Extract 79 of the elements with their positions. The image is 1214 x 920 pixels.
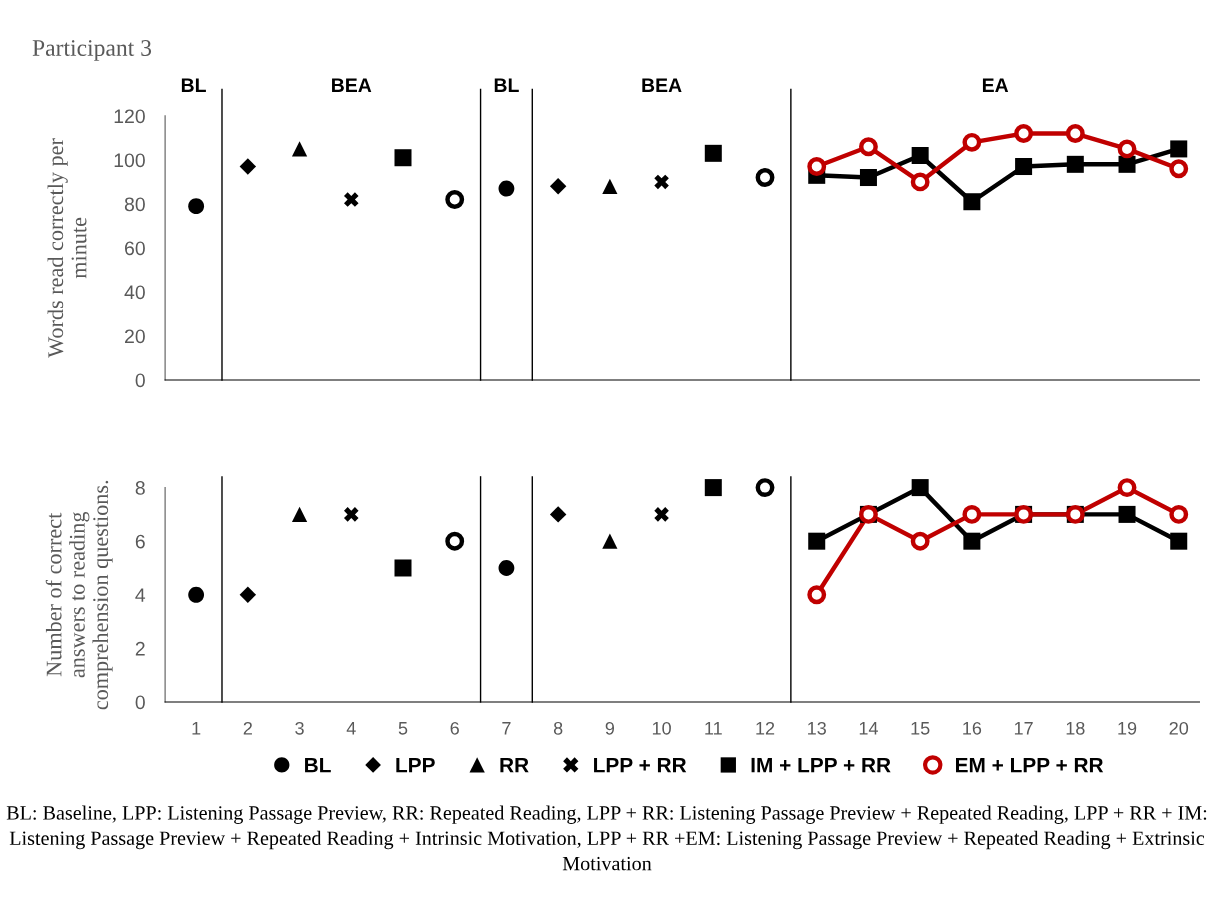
legend-label: LPP <box>396 757 435 773</box>
y-tick-label: 6 <box>135 534 145 549</box>
x-tick-label: 19 <box>1118 721 1137 735</box>
point <box>188 198 205 215</box>
text: BL <box>494 78 519 92</box>
x-tick-label: 12 <box>756 721 775 735</box>
x-tick-label: 11 <box>705 722 722 735</box>
text: BEA <box>642 78 682 92</box>
point <box>654 174 669 190</box>
point <box>859 169 877 187</box>
point <box>911 479 929 497</box>
point <box>1118 155 1136 173</box>
legend-label: LPP + RR <box>594 757 687 773</box>
y-tick-label: 80 <box>124 197 145 212</box>
legend-label: IM + LPP + RR <box>751 757 891 773</box>
text: EA <box>982 78 1009 92</box>
point <box>498 180 515 197</box>
point <box>344 192 359 207</box>
x-tick-label: 14 <box>859 722 878 735</box>
point <box>602 178 618 194</box>
point <box>1170 532 1188 550</box>
point <box>1066 155 1084 173</box>
point <box>704 479 722 497</box>
point <box>291 141 308 157</box>
y-tick-label: 120 <box>114 109 145 124</box>
x-tick-label: 6 <box>450 721 459 735</box>
point <box>963 532 981 550</box>
point <box>1118 505 1136 523</box>
point <box>549 178 567 195</box>
y-axis-title: Words read correctly per minute <box>47 138 87 358</box>
point <box>808 532 826 550</box>
point <box>498 560 515 576</box>
legend-label: BL <box>305 757 331 773</box>
y-tick-label: 20 <box>125 329 145 344</box>
point <box>1015 158 1033 176</box>
point <box>188 586 205 603</box>
point <box>394 149 412 167</box>
y-tick-label: 40 <box>124 285 145 300</box>
y-tick-label: 0 <box>135 373 145 388</box>
point <box>654 507 669 522</box>
x-tick-label: 13 <box>808 721 826 735</box>
text: BL: Baseline, LPP: Listening Passage Preview, RR: Repeated Reading, LPP + RR: Listening Passage Preview + Repeated Reading, LPP + RR + IM: Listening Passage Preview + Repeated Reading + Intrinsic Motivation, LPP + RR +EM: Listening Passage Preview + Repeated Reading + Extrinsic Motivation <box>6 805 1207 871</box>
y-tick-label: 60 <box>125 241 145 256</box>
x-tick-label: 15 <box>911 722 930 735</box>
point <box>239 158 257 175</box>
x-tick-label: 3 <box>295 721 304 735</box>
x-tick-label: 9 <box>605 721 615 735</box>
point <box>704 144 722 162</box>
point <box>394 559 412 577</box>
point <box>239 586 257 603</box>
x-tick-label: 2 <box>243 721 252 735</box>
point <box>1170 140 1188 158</box>
y-tick-label: 8 <box>135 481 145 495</box>
y-axis-title: Number of correct answers to reading comprehension questions. <box>45 480 113 710</box>
x-tick-label: 16 <box>963 721 982 735</box>
x-tick-label: 17 <box>1014 722 1033 735</box>
point <box>549 506 567 523</box>
chart-title: Participant 3 <box>32 40 152 61</box>
y-tick-label: 4 <box>135 588 146 602</box>
y-tick-label: 2 <box>135 641 145 656</box>
text: BL <box>181 78 206 92</box>
x-tick-label: 18 <box>1066 721 1085 735</box>
x-tick-label: 10 <box>652 721 671 735</box>
x-tick-label: 5 <box>398 722 408 735</box>
point <box>291 506 308 522</box>
legend-label: RR <box>500 757 529 773</box>
x-tick-label: 8 <box>553 721 563 735</box>
x-tick-label: 7 <box>502 722 511 735</box>
point <box>344 507 359 522</box>
y-tick-label: 0 <box>135 695 145 710</box>
y-tick-label: 100 <box>114 153 145 168</box>
point <box>911 147 929 165</box>
x-tick-label: 1 <box>192 722 201 735</box>
legend-label: EM + LPP + RR <box>956 757 1104 773</box>
point <box>602 533 618 549</box>
point <box>963 193 981 211</box>
text: BEA <box>332 78 372 92</box>
x-tick-label: 4 <box>346 722 356 735</box>
x-tick-label: 20 <box>1169 721 1189 735</box>
